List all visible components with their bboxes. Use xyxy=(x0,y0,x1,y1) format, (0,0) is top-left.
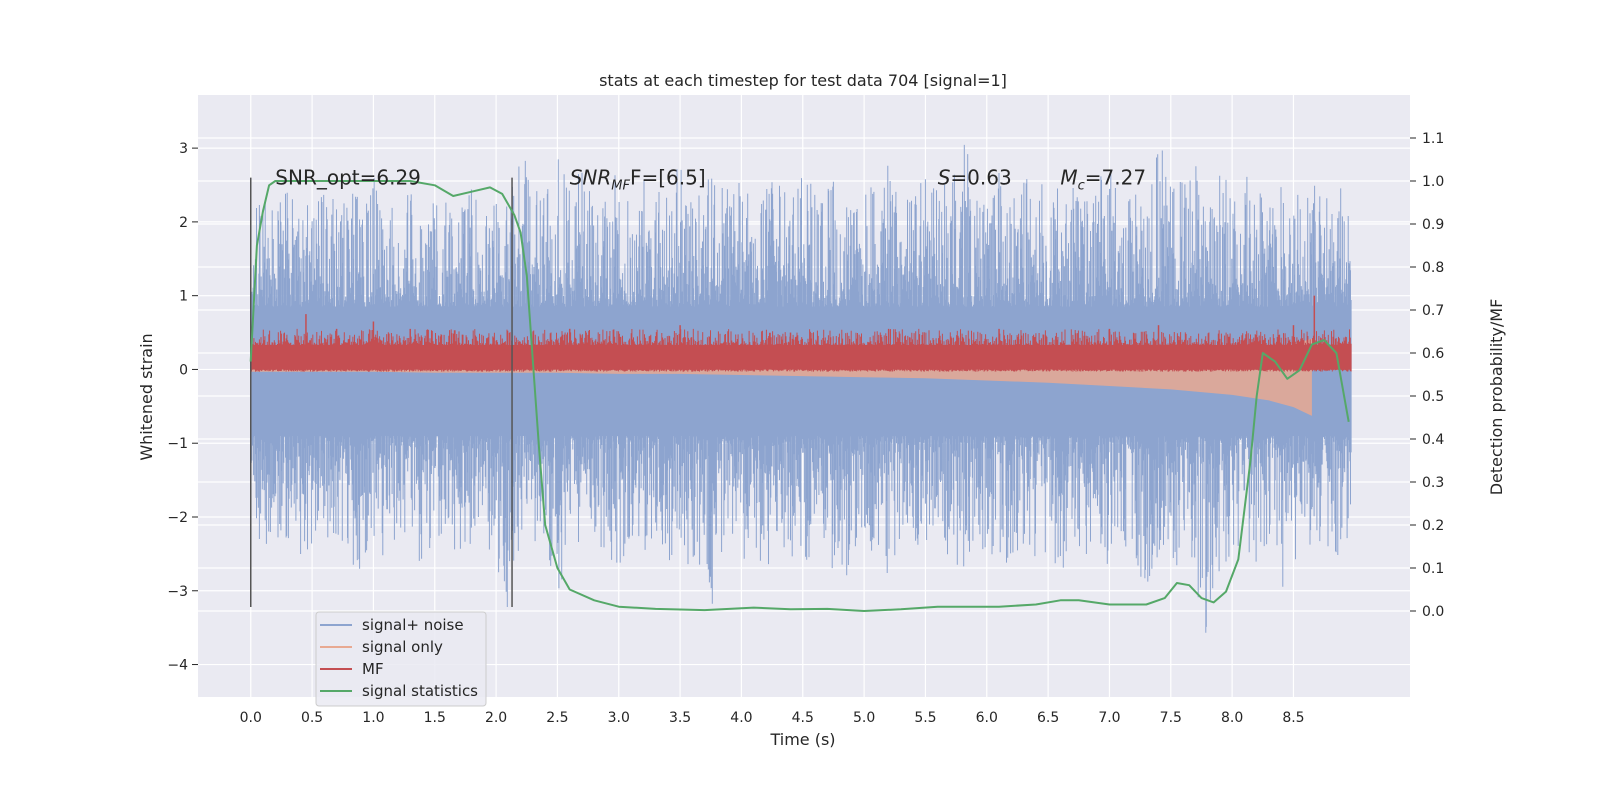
y-tick-label: −3 xyxy=(167,584,188,600)
y-tick-label: 3 xyxy=(179,141,188,157)
y2-tick-label: 0.9 xyxy=(1422,217,1444,233)
x-tick-label: 8.0 xyxy=(1221,710,1243,726)
x-tick-label: 3.5 xyxy=(669,710,691,726)
y2-axis-label: Detection probability/MF xyxy=(1487,299,1506,496)
x-tick-label: 3.0 xyxy=(608,710,630,726)
x-tick-label: 7.0 xyxy=(1098,710,1120,726)
legend-label-signal-noise: signal+ noise xyxy=(362,616,464,634)
x-tick-label: 8.5 xyxy=(1282,710,1304,726)
legend: signal+ noise signal only MF signal stat… xyxy=(315,611,487,707)
y2-tick-label: 0.1 xyxy=(1422,561,1444,577)
x-tick-label: 6.5 xyxy=(1037,710,1059,726)
y2-tick-label: 0.4 xyxy=(1422,432,1444,448)
x-tick-label: 7.5 xyxy=(1160,710,1182,726)
y2-tick-label: 0.0 xyxy=(1422,604,1444,620)
x-tick-label: 0.0 xyxy=(240,710,262,726)
y2-tick-label: 0.3 xyxy=(1422,475,1444,491)
series-signal-statistics xyxy=(249,180,1350,612)
legend-label-mf: MF xyxy=(362,660,384,678)
y-tick-label: −2 xyxy=(167,510,188,526)
y-axis-label: Whitened strain xyxy=(137,333,156,460)
legend-label-signal-statistics: signal statistics xyxy=(362,682,478,700)
y2-axis-ticks: 1.1 1.0 0.9 0.8 0.7 0.6 0.5 0.4 0.3 0.2 0.1 0.0 xyxy=(1410,131,1444,620)
y2-tick-label: 0.8 xyxy=(1422,260,1444,276)
annotation-snr_mf: SNRMFF=[6.5] xyxy=(570,166,706,194)
y-tick-label: 0 xyxy=(179,362,188,378)
y-tick-label: 2 xyxy=(179,215,188,231)
legend-label-signal-only: signal only xyxy=(362,638,443,656)
annotation-snr_opt: SNR_opt=6.29 xyxy=(275,166,421,190)
plot-area xyxy=(249,144,1352,633)
y2-tick-label: 0.2 xyxy=(1422,518,1444,534)
y2-tick-label: 0.6 xyxy=(1422,346,1444,362)
x-tick-label: 2.0 xyxy=(485,710,507,726)
y2-tick-label: 1.1 xyxy=(1422,131,1444,147)
y-axis-ticks: 3 2 1 0 −1 −2 −3 −4 xyxy=(167,141,198,674)
signal-statistics-line xyxy=(249,180,1350,612)
x-tick-label: 1.0 xyxy=(362,710,384,726)
y2-tick-label: 1.0 xyxy=(1422,174,1444,190)
series-signal-only xyxy=(250,338,1312,416)
signal-only-envelope xyxy=(250,338,1312,416)
annotations: SNR_opt=6.29 SNRMFF=[6.5] S=0.63 Mc=7.27 xyxy=(275,166,1146,194)
x-tick-label: 6.0 xyxy=(976,710,998,726)
x-tick-label: 5.0 xyxy=(853,710,875,726)
x-tick-label: 5.5 xyxy=(914,710,936,726)
y2-tick-label: 0.5 xyxy=(1422,389,1444,405)
y-tick-label: −1 xyxy=(167,436,188,452)
vertical-markers xyxy=(249,177,513,607)
annotation-mc_val: Mc=7.27 xyxy=(1060,166,1146,194)
y-tick-label: 1 xyxy=(179,289,188,305)
y2-tick-label: 0.7 xyxy=(1422,303,1444,319)
x-tick-label: 1.5 xyxy=(424,710,446,726)
legend-box xyxy=(315,611,487,707)
annotation-s_val: S=0.63 xyxy=(938,166,1012,190)
y-tick-label: −4 xyxy=(167,658,188,674)
chart-title: stats at each timestep for test data 704… xyxy=(599,71,1007,90)
x-axis-ticks: 0.0 0.5 1.0 1.5 2.0 2.5 3.0 3.5 4.0 4.5 5.0 5.5 6.0 6… xyxy=(240,710,1305,726)
x-tick-label: 2.5 xyxy=(546,710,568,726)
x-tick-label: 4.5 xyxy=(792,710,814,726)
x-tick-label: 0.5 xyxy=(301,710,323,726)
x-tick-label: 4.0 xyxy=(730,710,752,726)
x-axis-label: Time (s) xyxy=(769,730,835,749)
